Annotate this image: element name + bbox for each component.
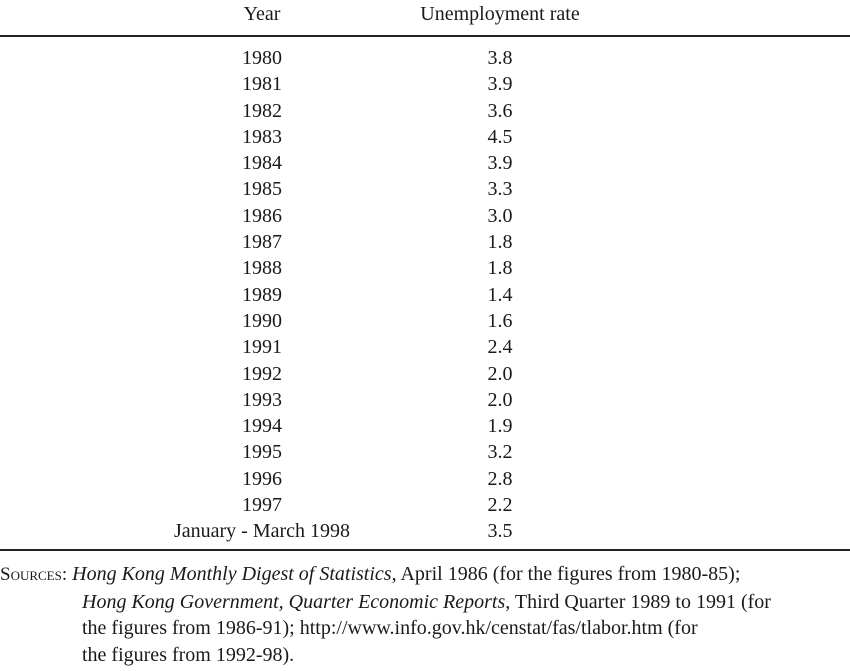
- cell-unemployment-rate: 3.8: [487, 47, 513, 69]
- cell-year: 1985: [242, 178, 282, 201]
- cell-unemployment-rate: 3.6: [487, 99, 513, 122]
- cell-year: 1993: [242, 388, 282, 411]
- cell-unemployment-rate: 3.9: [487, 152, 513, 175]
- table-row: 1984 3.9: [0, 150, 850, 176]
- cell-unemployment-rate: 2.0: [487, 388, 513, 411]
- cell-year: 1984: [242, 152, 282, 175]
- cell-unemployment-rate: 2.2: [487, 494, 513, 517]
- table-row: 1990 1.6: [0, 308, 850, 334]
- cell-year: 1996: [242, 467, 282, 490]
- table-row: 1983 4.5: [0, 124, 850, 150]
- cell-year: January - March 1998: [173, 520, 351, 543]
- table-row: 1986 3.0: [0, 203, 850, 229]
- cell-unemployment-rate: 1.9: [487, 415, 513, 438]
- cell-year: 1991: [242, 336, 282, 359]
- sources-label: Sources:: [0, 564, 68, 585]
- cell-year: 1980: [242, 47, 282, 69]
- cell-year: 1994: [242, 415, 282, 438]
- cell-unemployment-rate: 1.8: [487, 257, 513, 280]
- cell-unemployment-rate: 3.2: [487, 441, 513, 464]
- cell-year: 1987: [242, 231, 282, 254]
- source-title-quarter-reports: Hong Kong Government, Quarter Economic R…: [82, 590, 506, 613]
- cell-year: 1983: [242, 125, 282, 148]
- cell-year: 1995: [242, 441, 282, 464]
- cell-year: 1997: [242, 494, 282, 517]
- table-row: 1982 3.6: [0, 98, 850, 124]
- table-row: 1981 3.9: [0, 71, 850, 97]
- cell-year: 1990: [242, 309, 282, 332]
- column-header-unemployment-rate: Unemployment rate: [420, 3, 580, 25]
- cell-unemployment-rate: 1.8: [487, 231, 513, 254]
- table-row: 1989 1.4: [0, 282, 850, 308]
- cell-unemployment-rate: 2.8: [487, 467, 513, 490]
- sources-line-2: Hong Kong Government, Quarter Economic R…: [0, 589, 850, 616]
- table-row: 1980 3.8: [0, 45, 850, 71]
- top-rule: [0, 35, 850, 37]
- table-header: Year Unemployment rate: [0, 0, 850, 34]
- cell-unemployment-rate: 1.6: [487, 309, 513, 332]
- source-detail-1: , April 1986 (for the figures from 1980-…: [391, 563, 741, 585]
- cell-unemployment-rate: 3.3: [487, 178, 513, 201]
- table-row: 1988 1.8: [0, 255, 850, 281]
- cell-unemployment-rate: 2.4: [487, 336, 513, 359]
- cell-year: 1992: [242, 362, 282, 385]
- cell-unemployment-rate: 3.0: [487, 204, 513, 227]
- cell-year: 1981: [242, 73, 282, 96]
- cell-unemployment-rate: 3.5: [487, 520, 513, 543]
- table-row: 1995 3.2: [0, 439, 850, 465]
- sources-line-3: the figures from 1986-91); http://www.in…: [82, 617, 698, 639]
- table-row: January - March 1998 3.5: [0, 518, 850, 544]
- sources-note: Sources: Hong Kong Monthly Digest of Sta…: [0, 561, 850, 668]
- cell-unemployment-rate: 3.9: [487, 73, 513, 96]
- cell-year: 1989: [242, 283, 282, 306]
- table-row: 1992 2.0: [0, 361, 850, 387]
- table-row: 1993 2.0: [0, 387, 850, 413]
- table-row: 1991 2.4: [0, 334, 850, 360]
- table-row: 1994 1.9: [0, 413, 850, 439]
- cell-year: 1988: [242, 257, 282, 280]
- source-detail-2: , Third Quarter 1989 to 1991 (for: [505, 590, 771, 613]
- table-body: 1980 3.8 1981 3.9 1982 3.6 1983 4.5 1984 3.9 1985 3…: [0, 45, 850, 545]
- table-row: 1996 2.8: [0, 466, 850, 492]
- column-header-year: Year: [243, 3, 281, 25]
- table-row: 1985 3.3: [0, 176, 850, 202]
- bottom-rule: [0, 549, 850, 551]
- cell-unemployment-rate: 2.0: [487, 362, 513, 385]
- sources-line-1: Sources: Hong Kong Monthly Digest of Sta…: [0, 561, 850, 589]
- cell-unemployment-rate: 4.5: [487, 125, 513, 148]
- cell-year: 1982: [242, 99, 282, 122]
- table-row: 1997 2.2: [0, 492, 850, 518]
- sources-line-4: the figures from 1992-98).: [82, 643, 295, 666]
- cell-unemployment-rate: 1.4: [487, 283, 513, 306]
- table-row: 1987 1.8: [0, 229, 850, 255]
- cell-year: 1986: [242, 204, 282, 227]
- source-title-monthly-digest: Hong Kong Monthly Digest of Statistics: [72, 563, 392, 585]
